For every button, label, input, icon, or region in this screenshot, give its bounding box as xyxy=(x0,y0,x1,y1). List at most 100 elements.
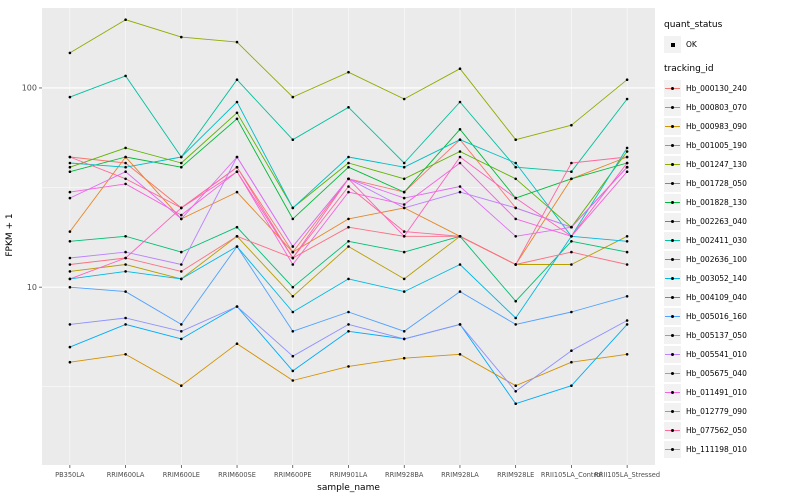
svg-text:RRIM928LA: RRIM928LA xyxy=(441,471,479,479)
legend-tracking-items: Hb_000130_240 Hb_000803_070 Hb_000983_090 H… xyxy=(664,79,800,459)
legend-key-swatch xyxy=(664,441,681,458)
series-color-swatch-icon xyxy=(665,410,680,413)
legend-item-label: Hb_001728_050 xyxy=(686,179,747,188)
legend-key-swatch xyxy=(664,384,681,401)
legend-item-label: Hb_005137_050 xyxy=(686,331,747,340)
series-color-swatch-icon xyxy=(665,239,680,242)
series-color-swatch-icon xyxy=(665,201,680,204)
legend-item: Hb_001728_050 xyxy=(664,174,800,193)
legend-key-swatch xyxy=(664,99,681,116)
legend-item-label: Hb_001005_190 xyxy=(686,141,747,150)
legend-item-label: Hb_001247_130 xyxy=(686,160,747,169)
legend-item: Hb_000130_240 xyxy=(664,79,800,98)
series-color-swatch-icon xyxy=(665,258,680,261)
svg-text:100: 100 xyxy=(22,84,37,93)
legend-tracking-id: tracking_id Hb_000130_240 Hb_000803_070 Hb… xyxy=(664,64,800,459)
y-axis-title: FPKM + 1 xyxy=(5,213,15,257)
plot-area: 10 100 PB350LA RRIM600LA RRIM600LE RRIM600SE R… xyxy=(5,8,660,493)
svg-text:RRIM600LA: RRIM600LA xyxy=(107,471,145,479)
legend-item: Hb_005541_010 xyxy=(664,345,800,364)
legend-key-swatch xyxy=(664,156,681,173)
legend-key-swatch xyxy=(664,289,681,306)
svg-text:RRIM928BA: RRIM928BA xyxy=(385,471,424,479)
legend-key-swatch xyxy=(664,80,681,97)
legend-item: Hb_002411_030 xyxy=(664,231,800,250)
series-color-swatch-icon xyxy=(665,296,680,299)
legend-item-label: Hb_002636_100 xyxy=(686,255,747,264)
legend-item-label: Hb_003052_140 xyxy=(686,274,747,283)
legend-item-label: Hb_004109_040 xyxy=(686,293,747,302)
series-color-swatch-icon xyxy=(665,277,680,280)
svg-text:RRIM901LA: RRIM901LA xyxy=(330,471,368,479)
legend-item-label: Hb_000803_070 xyxy=(686,103,747,112)
profile-line-chart: 10 100 PB350LA RRIM600LA RRIM600LE RRIM600SE R… xyxy=(22,8,660,479)
series-color-swatch-icon xyxy=(665,220,680,223)
legend: quant_status OK tracking_id Hb_000130_24… xyxy=(664,16,800,469)
svg-text:RRIM600LE: RRIM600LE xyxy=(163,471,200,479)
legend-tracking-title: tracking_id xyxy=(664,64,714,74)
legend-item-label: Hb_000130_240 xyxy=(686,84,747,93)
legend-key-swatch xyxy=(664,327,681,344)
legend-item: Hb_011491_010 xyxy=(664,383,800,402)
legend-item: Hb_005137_050 xyxy=(664,326,800,345)
legend-item-label: Hb_001828_130 xyxy=(686,198,747,207)
point-marker-icon xyxy=(670,42,675,47)
legend-key-swatch xyxy=(664,422,681,439)
series-color-swatch-icon xyxy=(665,163,680,166)
series-color-swatch-icon xyxy=(665,106,680,109)
series-color-swatch-icon xyxy=(665,429,680,432)
legend-item: Hb_001247_130 xyxy=(664,155,800,174)
legend-key-swatch xyxy=(664,137,681,154)
svg-text:RRII105LA_Control: RRII105LA_Control xyxy=(541,471,602,479)
legend-item: Hb_004109_040 xyxy=(664,288,800,307)
legend-item-label: Hb_005016_160 xyxy=(686,312,747,321)
x-axis-title: sample_name xyxy=(317,483,380,493)
legend-item-label: Hb_002411_030 xyxy=(686,236,747,245)
legend-key-swatch xyxy=(664,403,681,420)
legend-item: Hb_001005_190 xyxy=(664,136,800,155)
legend-item: Hb_012779_090 xyxy=(664,402,800,421)
legend-key-swatch xyxy=(664,270,681,287)
legend-key-swatch xyxy=(664,194,681,211)
legend-item: Hb_111198_010 xyxy=(664,440,800,459)
svg-text:RRII105LA_Stressed: RRII105LA_Stressed xyxy=(594,471,660,479)
series-color-swatch-icon xyxy=(665,391,680,394)
legend-key-swatch xyxy=(664,118,681,135)
svg-text:RRIM600SE: RRIM600SE xyxy=(218,471,256,479)
series-color-swatch-icon xyxy=(665,334,680,337)
legend-item: Hb_001828_130 xyxy=(664,193,800,212)
legend-item: Hb_005016_160 xyxy=(664,307,800,326)
legend-item-label: Hb_000983_090 xyxy=(686,122,747,131)
series-color-swatch-icon xyxy=(665,125,680,128)
legend-item-label: Hb_012779_090 xyxy=(686,407,747,416)
series-color-swatch-icon xyxy=(665,144,680,147)
series-color-swatch-icon xyxy=(665,353,680,356)
legend-item-label: Hb_111198_010 xyxy=(686,445,747,454)
svg-text:RRIM600PE: RRIM600PE xyxy=(274,471,312,479)
series-color-swatch-icon xyxy=(665,448,680,451)
legend-key-swatch xyxy=(664,232,681,249)
legend-key-swatch xyxy=(664,251,681,268)
legend-key-swatch xyxy=(664,346,681,363)
legend-item-label: Hb_005541_010 xyxy=(686,350,747,359)
legend-key-swatch xyxy=(664,213,681,230)
legend-item: Hb_005675_040 xyxy=(664,364,800,383)
series-color-swatch-icon xyxy=(665,315,680,318)
svg-text:RRIM928LE: RRIM928LE xyxy=(497,471,534,479)
series-color-swatch-icon xyxy=(665,182,680,185)
legend-item: Hb_002263_040 xyxy=(664,212,800,231)
legend-item-label: Hb_005675_040 xyxy=(686,369,747,378)
series-color-swatch-icon xyxy=(665,372,680,375)
legend-key-swatch xyxy=(664,175,681,192)
legend-item-label: OK xyxy=(686,40,697,49)
legend-item: Hb_003052_140 xyxy=(664,269,800,288)
legend-item-label: Hb_002263_040 xyxy=(686,217,747,226)
series-color-swatch-icon xyxy=(665,87,680,90)
legend-item: Hb_000803_070 xyxy=(664,98,800,117)
legend-item: Hb_002636_100 xyxy=(664,250,800,269)
legend-key-swatch xyxy=(664,36,681,53)
svg-text:10: 10 xyxy=(27,283,37,292)
legend-item-label: Hb_077562_050 xyxy=(686,426,747,435)
legend-item: Hb_000983_090 xyxy=(664,117,800,136)
